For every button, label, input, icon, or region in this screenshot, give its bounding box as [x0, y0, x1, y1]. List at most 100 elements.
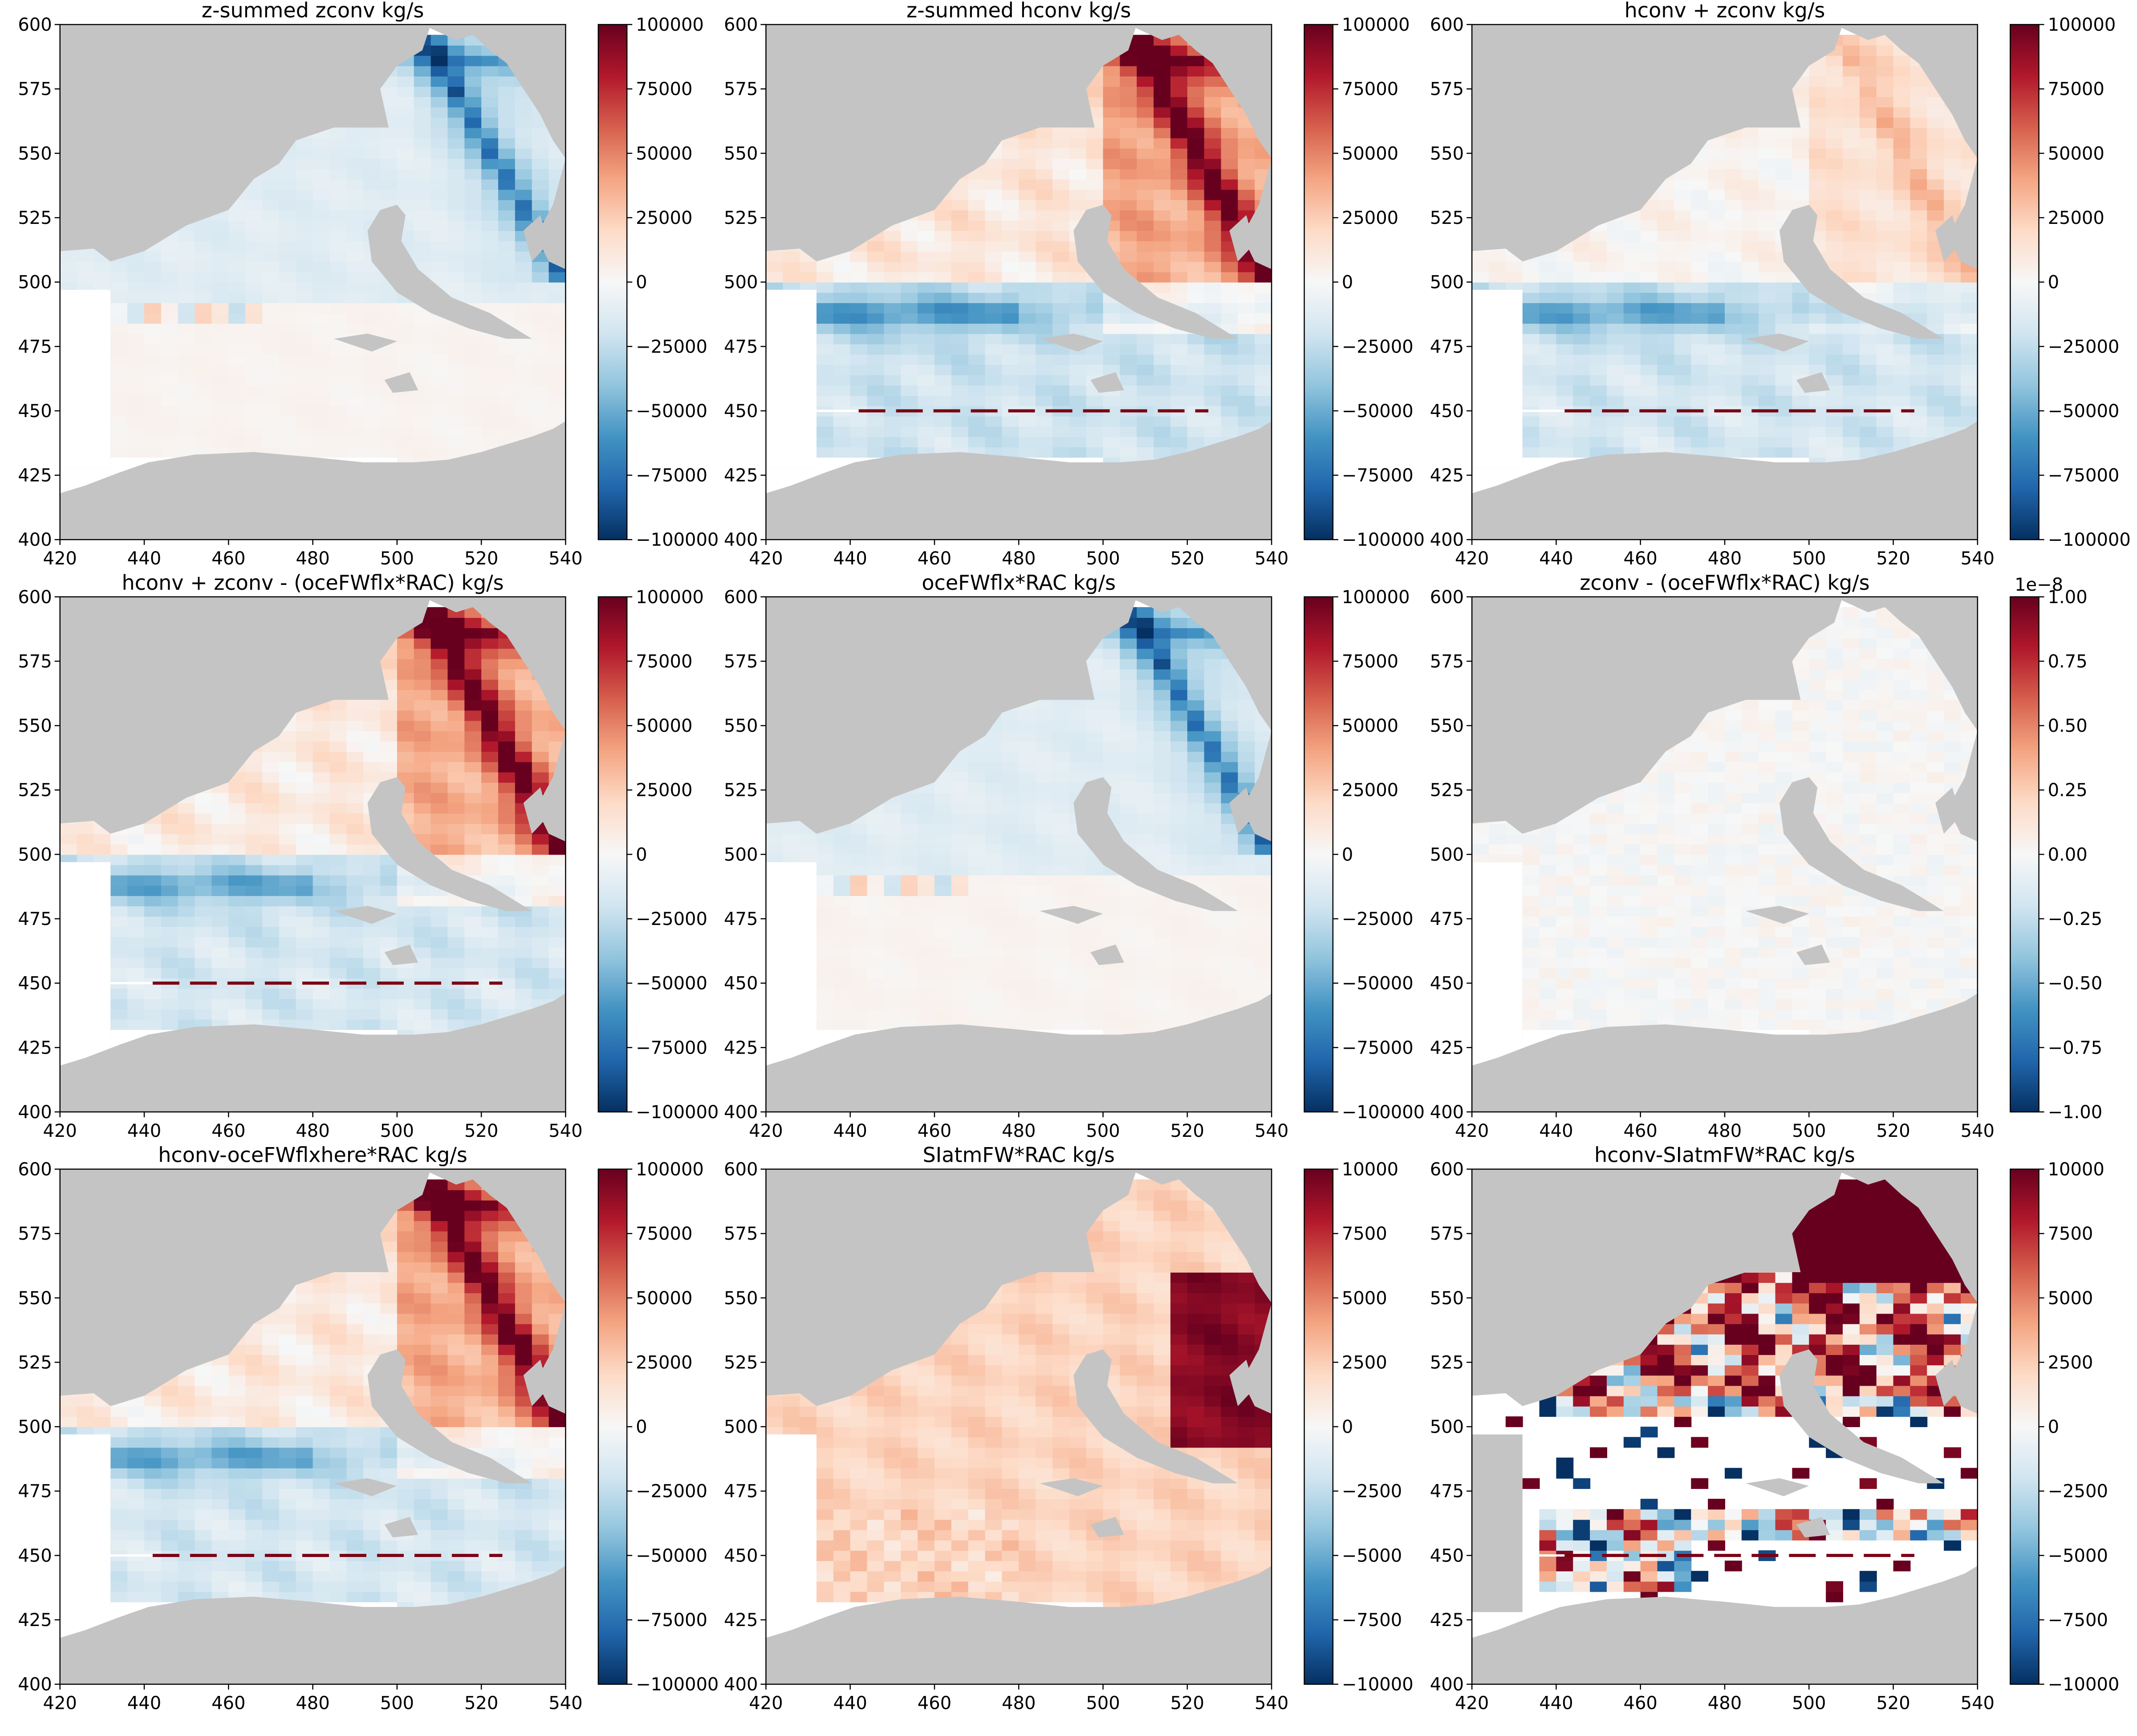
field-cell	[1238, 395, 1255, 406]
field-cell	[447, 45, 465, 56]
field-cell	[346, 210, 364, 221]
colorbar-tick-label: 0	[1342, 272, 1353, 293]
field-cell	[985, 199, 1003, 211]
field-cell	[245, 230, 263, 242]
field-cell	[178, 251, 195, 262]
field-cell	[110, 436, 128, 447]
field-cell	[1910, 272, 1928, 283]
field-cell	[1826, 251, 1843, 262]
field-cell	[464, 210, 482, 221]
field-cell	[431, 261, 448, 272]
field-cell	[1154, 261, 1171, 272]
field-cell	[262, 762, 280, 773]
field-cell	[1944, 333, 1961, 345]
field-cell	[262, 906, 280, 917]
field-cell	[1019, 261, 1036, 272]
field-cell	[1876, 179, 1894, 190]
field-cell	[447, 189, 465, 200]
field-cell	[1758, 426, 1776, 437]
field-cell	[1221, 117, 1239, 128]
field-cell	[178, 834, 195, 845]
field-cell	[1758, 148, 1776, 159]
field-cell	[178, 292, 195, 303]
field-cell	[211, 272, 229, 283]
field-cell	[1893, 416, 1911, 427]
field-cell	[313, 251, 330, 262]
field-cell	[60, 251, 77, 262]
field-cell	[144, 323, 162, 334]
field-cell	[1019, 364, 1036, 375]
field-cell	[1944, 282, 1961, 293]
field-cell	[1255, 395, 1272, 406]
field-cell	[532, 138, 549, 149]
field-cell	[783, 251, 800, 262]
field-cell	[464, 65, 482, 77]
field-cell	[1893, 261, 1911, 272]
field-cell	[380, 658, 398, 669]
field-cell	[532, 127, 549, 138]
field-cell	[498, 169, 516, 180]
field-cell	[1137, 107, 1154, 118]
field-cell	[498, 406, 516, 417]
field-cell	[161, 864, 179, 876]
field-cell	[481, 158, 499, 170]
field-cell	[1876, 261, 1894, 272]
field-cell	[1708, 241, 1725, 252]
field-cell	[1472, 272, 1489, 283]
field-cell	[918, 374, 935, 386]
field-cell	[161, 988, 179, 999]
field-cell	[515, 354, 532, 365]
field-cell	[144, 406, 162, 417]
field-cell	[262, 864, 280, 876]
field-cell	[329, 895, 347, 907]
field-cell	[144, 251, 162, 262]
field-cell	[1640, 272, 1658, 283]
field-cell	[532, 199, 549, 211]
field-cell	[1137, 374, 1154, 386]
field-cell	[1204, 354, 1222, 365]
field-cell	[1086, 86, 1104, 97]
field-cell	[346, 1019, 364, 1030]
field-cell	[1724, 261, 1742, 272]
field-cell	[431, 364, 448, 375]
field-cell	[1052, 261, 1070, 272]
field-cell	[1876, 354, 1894, 365]
field-cell	[1170, 117, 1188, 128]
field-cell	[1691, 385, 1709, 396]
colorbar-tick-label: 50000	[1342, 143, 1398, 164]
field-cell	[178, 323, 195, 334]
field-cell	[1488, 272, 1506, 283]
field-cell	[481, 55, 499, 66]
field-cell	[329, 261, 347, 272]
field-cell	[211, 241, 229, 252]
field-cell	[1927, 107, 1945, 118]
field-cell	[1036, 169, 1053, 180]
field-cell	[1944, 272, 1961, 283]
field-cell	[548, 302, 566, 314]
field-cell	[447, 169, 465, 180]
field-cell	[498, 241, 516, 252]
field-cell	[397, 730, 414, 742]
field-cell	[1809, 354, 1827, 365]
field-cell	[1238, 138, 1255, 149]
field-cell	[397, 875, 414, 886]
field-cell	[279, 823, 297, 835]
field-cell	[918, 272, 935, 283]
field-cell	[800, 272, 817, 283]
field-cell	[1792, 138, 1810, 149]
field-cell	[1876, 374, 1894, 386]
field-cell	[1539, 446, 1557, 458]
field-cell	[397, 988, 414, 999]
field-cell	[1069, 199, 1087, 211]
field-cell	[211, 906, 229, 917]
field-cell	[346, 792, 364, 803]
field-cell	[1842, 189, 1860, 200]
field-cell	[329, 385, 347, 396]
field-cell	[313, 854, 330, 865]
field-cell	[228, 251, 246, 262]
field-cell	[1859, 416, 1877, 427]
field-cell	[1539, 436, 1557, 447]
field-cell	[127, 916, 145, 927]
field-cell	[918, 292, 935, 303]
field-cell	[144, 282, 162, 293]
